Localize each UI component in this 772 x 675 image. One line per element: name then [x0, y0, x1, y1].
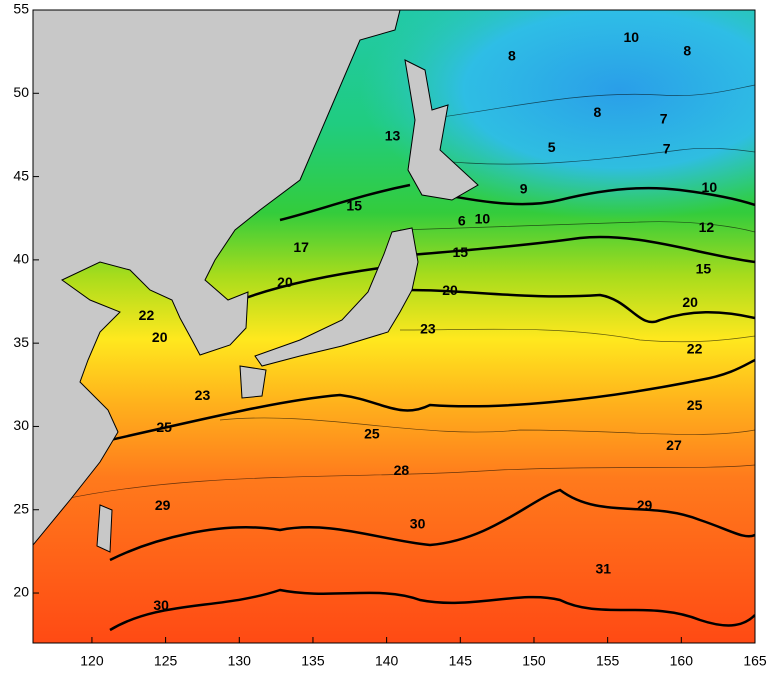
x-tick-label: 160 [670, 653, 694, 669]
contour-label: 9 [520, 181, 528, 197]
contour-label: 27 [666, 437, 682, 453]
contour-label: 5 [548, 139, 556, 155]
y-tick-label: 20 [13, 584, 29, 600]
contour-label: 15 [453, 244, 469, 260]
contour-label: 8 [683, 42, 691, 58]
y-tick-label: 30 [13, 417, 29, 433]
y-tick-label: 40 [13, 251, 29, 267]
contour-label: 30 [153, 597, 169, 613]
x-tick-label: 155 [596, 653, 620, 669]
y-tick-label: 55 [13, 1, 29, 17]
contour-label: 30 [410, 515, 426, 531]
x-tick-label: 150 [522, 653, 546, 669]
x-tick-label: 130 [228, 653, 252, 669]
contour-label: 22 [687, 341, 703, 357]
y-tick-label: 50 [13, 84, 29, 100]
contour-label: 15 [346, 197, 362, 213]
thin-contours [59, 84, 755, 501]
contour-label: 8 [593, 104, 601, 120]
contour-label: 31 [595, 560, 611, 576]
contour-label: 25 [156, 419, 172, 435]
y-tick-label: 25 [13, 500, 29, 516]
contour-label: 29 [637, 497, 653, 513]
x-tick-label: 120 [80, 653, 104, 669]
contour-label: 7 [660, 111, 668, 127]
contour-label: 10 [702, 179, 718, 195]
x-tick-label: 125 [154, 653, 178, 669]
contour-label: 17 [293, 239, 309, 255]
contour-label: 23 [195, 387, 211, 403]
contour-label: 7 [663, 141, 671, 157]
contour-label: 28 [394, 462, 410, 478]
contour-label: 8 [508, 47, 516, 63]
map-body [33, 10, 755, 643]
land [33, 10, 479, 553]
contour-label: 29 [155, 497, 171, 513]
x-tick-label: 165 [743, 653, 767, 669]
contour-label: 10 [475, 211, 491, 227]
contour-label: 25 [687, 397, 703, 413]
y-tick-label: 35 [13, 334, 29, 350]
x-tick-label: 145 [449, 653, 473, 669]
contour-label: 25 [364, 425, 380, 441]
x-tick-label: 135 [301, 653, 325, 669]
contour-label: 13 [385, 127, 401, 143]
contour-label: 10 [623, 29, 639, 45]
contour-label: 23 [420, 321, 436, 337]
contour-label: 12 [699, 219, 715, 235]
x-tick-label: 140 [375, 653, 399, 669]
y-tick-label: 45 [13, 167, 29, 183]
contour-label: 20 [277, 274, 293, 290]
contour-label: 20 [682, 294, 698, 310]
contour-label: 6 [458, 212, 466, 228]
contour-label: 15 [696, 261, 712, 277]
contour-label: 20 [152, 329, 168, 345]
contours [109, 183, 755, 632]
contour-label: 22 [139, 307, 155, 323]
map-frame [32, 9, 756, 644]
contour-label: 20 [442, 282, 458, 298]
